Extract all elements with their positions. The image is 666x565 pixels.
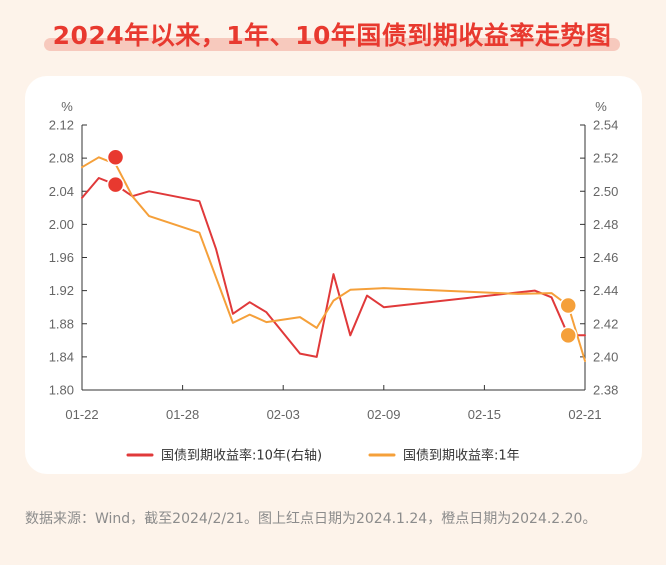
series-line-1y [81,156,586,362]
right-tick-label: 2.44 [593,283,618,298]
chart-legend: 国债到期收益率:10年(右轴) 国债到期收益率:1年 [126,448,520,464]
chart-axes: % % 1.80 1.84 1.88 1.92 1.96 2.00 2.04 2.08 2.12 2.… [49,99,619,422]
right-tick-label: 2.42 [593,316,618,331]
chart-lines [81,156,586,362]
right-tick-label: 2.48 [593,217,618,232]
right-tick-label: 2.38 [593,383,618,398]
page-title: 2024年以来，1年、10年国债到期收益率走势图 [52,21,612,50]
left-tick-label: 1.84 [49,349,74,364]
x-tick-label: 02-03 [267,407,300,422]
left-tick-label: 2.08 [49,151,74,166]
legend-label: 国债到期收益率:10年(右轴) [161,448,322,464]
right-tick-label: 2.52 [593,151,618,166]
x-tick-label: 01-28 [166,407,199,422]
highlight-dot [106,175,125,194]
left-tick-label: 1.92 [49,283,74,298]
left-axis-unit: % [61,99,73,114]
highlight-dot [559,326,577,345]
right-tick-label: 2.50 [593,184,618,199]
left-tick-label: 2.12 [49,118,74,133]
left-tick-label: 1.80 [49,383,74,398]
title-band: 2024年以来，1年、10年国债到期收益率走势图 [44,16,620,54]
left-tick-label: 1.88 [49,316,74,331]
left-tick-label: 2.04 [49,184,74,199]
x-tick-label: 02-15 [468,407,501,422]
highlight-dot [559,296,577,315]
legend-label: 国债到期收益率:1年 [403,448,520,464]
x-tick-label: 02-09 [367,407,400,422]
chart-markers [106,148,577,345]
title-highlight [44,38,620,51]
left-tick-label: 2.00 [49,217,74,232]
right-tick-label: 2.40 [593,349,618,364]
x-tick-label: 02-21 [568,407,601,422]
left-tick-label: 1.96 [49,250,74,265]
source-note: 数据来源：Wind，截至2024/2/21。图上红点日期为2024.1.24，橙… [25,511,597,527]
x-tick-label: 01-22 [65,407,98,422]
highlight-dot [106,148,125,167]
series-line-10y [81,177,586,358]
right-tick-label: 2.46 [593,250,618,265]
right-axis-unit: % [595,99,607,114]
right-tick-label: 2.54 [593,118,618,133]
